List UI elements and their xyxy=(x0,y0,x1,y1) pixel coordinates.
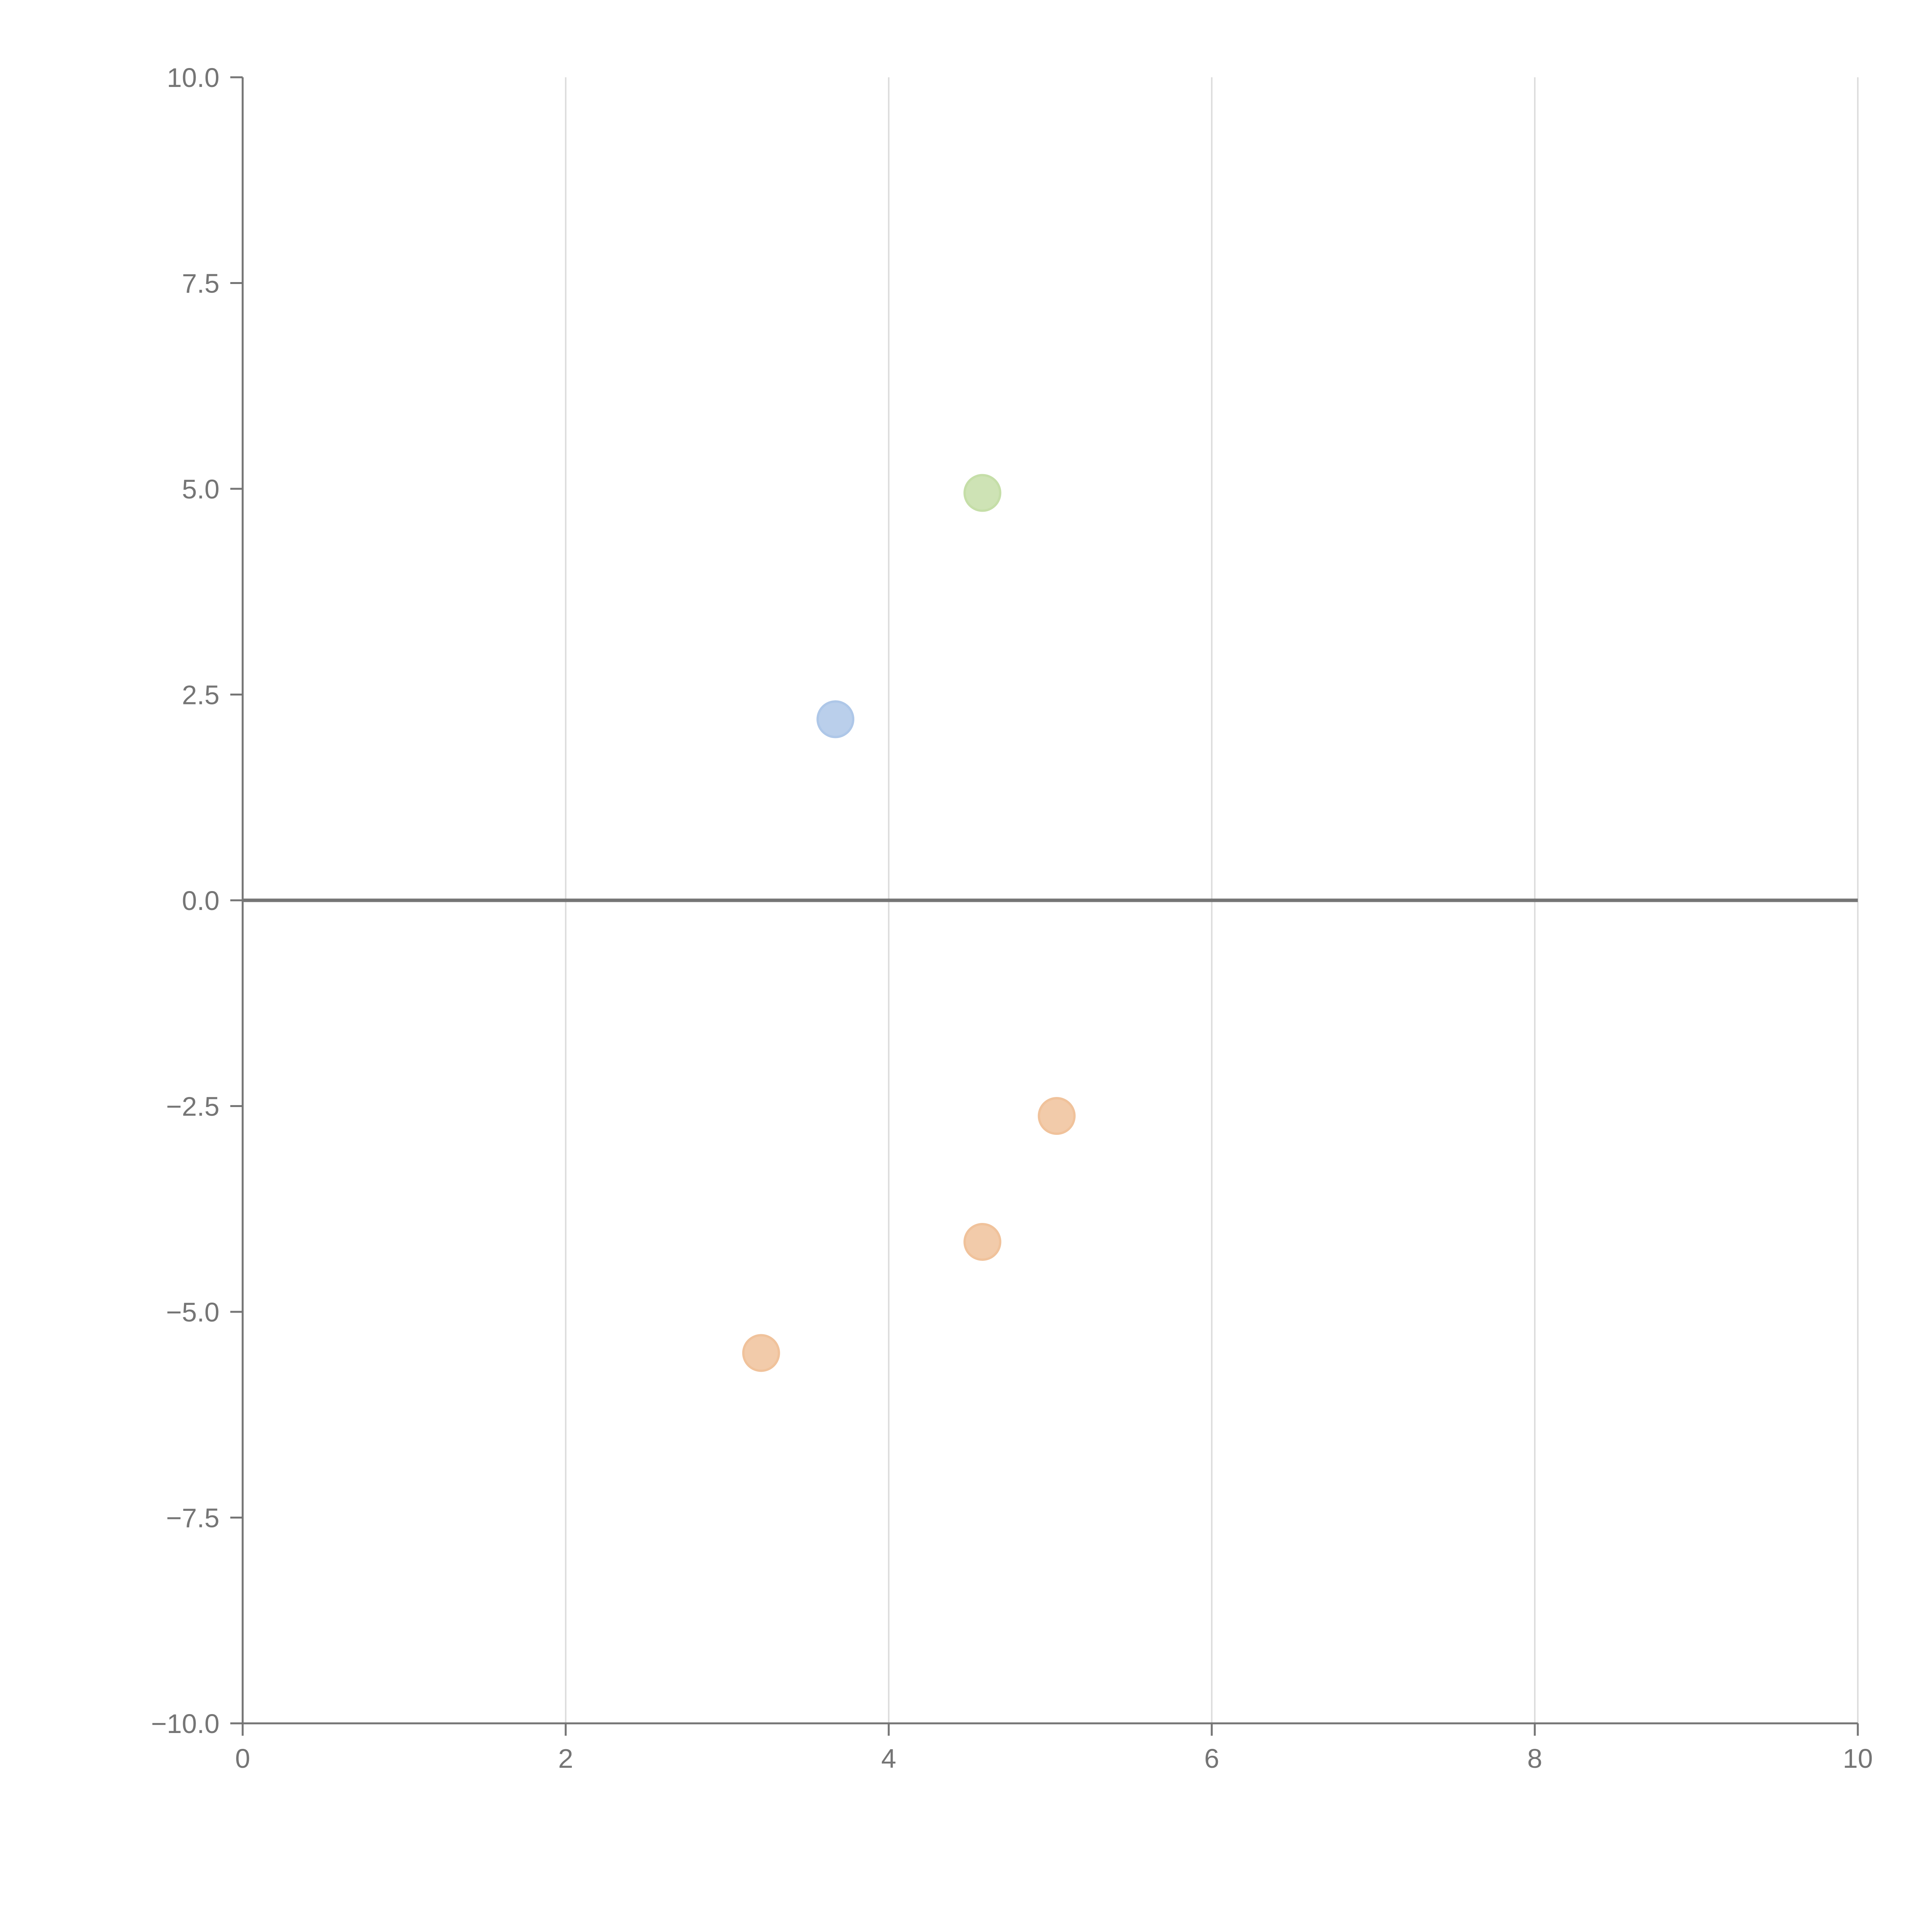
data-point-s0-0 xyxy=(816,700,855,738)
x-tick-label-3: 6 xyxy=(1204,1743,1219,1774)
data-point-s2-2 xyxy=(742,1334,780,1372)
y-tick-label-2: −5.0 xyxy=(166,1297,219,1327)
data-points xyxy=(742,474,1076,1372)
y-tick-label-6: 5.0 xyxy=(182,474,219,504)
y-tick-label-5: 2.5 xyxy=(182,680,219,710)
data-point-s2-1 xyxy=(963,1223,1002,1261)
ticks: 0 2 4 6 8 10 −10.0 −7.5 −5.0 −2.5 0.0 2.5 5.0 7.5 10.0 xyxy=(151,63,1873,1774)
y-tick-label-3: −2.5 xyxy=(166,1092,219,1122)
y-tick-label-4: 0.0 xyxy=(182,886,219,916)
x-tick-label-4: 8 xyxy=(1527,1743,1543,1774)
y-tick-label-8: 10.0 xyxy=(167,63,219,93)
x-tick-label-2: 4 xyxy=(881,1743,896,1774)
data-point-s1-0 xyxy=(963,474,1002,512)
y-tick-label-1: −7.5 xyxy=(166,1503,219,1533)
x-tick-label-5: 10 xyxy=(1843,1743,1873,1774)
x-tick-label-1: 2 xyxy=(558,1743,573,1774)
y-tick-label-7: 7.5 xyxy=(182,269,219,299)
data-point-s2-0 xyxy=(1037,1097,1076,1135)
x-tick-label-0: 0 xyxy=(235,1743,250,1774)
y-tick-label-0: −10.0 xyxy=(151,1709,219,1739)
